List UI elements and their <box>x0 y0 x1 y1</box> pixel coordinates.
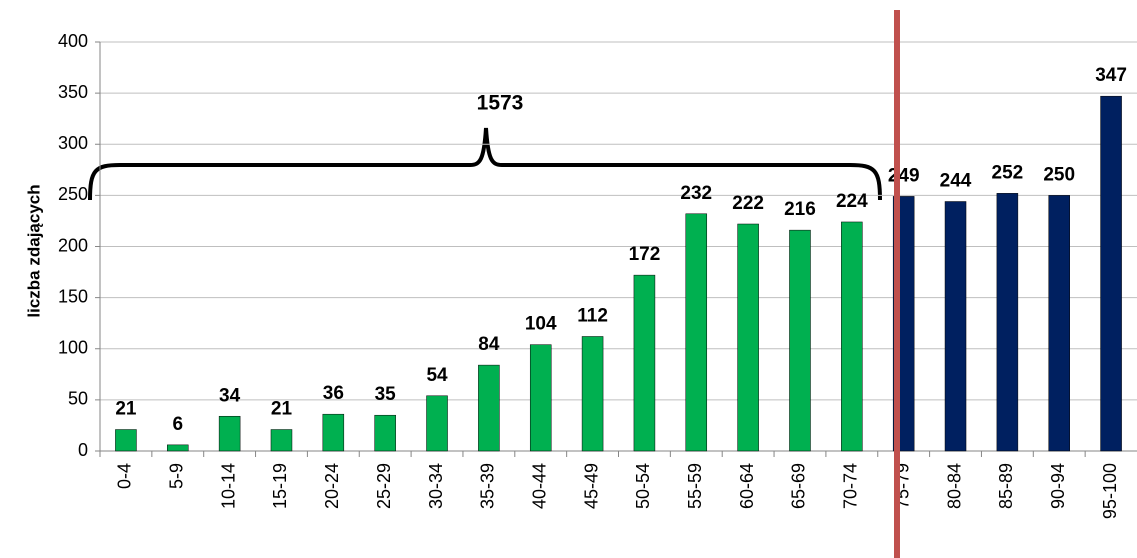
bar <box>737 223 759 452</box>
y-tick-label: 350 <box>58 82 88 102</box>
x-tick-label: 70-74 <box>841 463 861 509</box>
x-tick-label: 80-84 <box>944 463 964 509</box>
x-tick-label: 40-44 <box>529 463 549 509</box>
data-label: 347 <box>1095 65 1127 86</box>
data-label: 84 <box>478 334 500 355</box>
bar <box>167 444 189 452</box>
data-label: 222 <box>732 193 764 214</box>
x-tick-label: 10-14 <box>218 463 238 509</box>
x-tick-label: 5-9 <box>167 463 187 489</box>
bar <box>1100 95 1122 452</box>
data-label: 21 <box>271 399 293 420</box>
x-tick-label: 20-24 <box>322 463 342 509</box>
x-tick-label: 85-89 <box>996 463 1016 509</box>
x-tick-label: 30-34 <box>426 463 446 509</box>
x-tick-label: 25-29 <box>374 463 394 509</box>
data-label: 54 <box>426 365 448 386</box>
data-label: 112 <box>577 305 608 326</box>
bar <box>115 429 137 452</box>
data-label: 21 <box>115 399 137 420</box>
x-tick-label: 0-4 <box>115 463 135 489</box>
data-label: 35 <box>375 384 397 405</box>
x-tick-label: 15-19 <box>270 463 290 509</box>
brace <box>88 127 882 201</box>
x-tick-label: 45-49 <box>581 463 601 509</box>
y-tick-label: 0 <box>78 440 88 460</box>
data-label: 6 <box>172 414 183 435</box>
bar <box>789 229 811 452</box>
x-tick-label: 65-69 <box>789 463 809 509</box>
bar <box>581 336 604 452</box>
y-tick-label: 50 <box>68 389 88 409</box>
bar <box>322 413 345 452</box>
bar <box>426 395 448 452</box>
x-tick-label: 50-54 <box>633 463 653 509</box>
x-tick-label: 60-64 <box>737 463 757 509</box>
data-label: 34 <box>219 385 241 406</box>
data-label: 232 <box>680 183 712 204</box>
bar <box>633 274 656 452</box>
bar <box>1048 195 1070 452</box>
x-tick-label: 95-100 <box>1100 463 1120 519</box>
y-tick-label: 250 <box>58 184 88 204</box>
x-tick-label: 35-39 <box>478 463 498 509</box>
bar <box>374 414 396 452</box>
y-tick-label: 400 <box>58 31 88 51</box>
data-label: 224 <box>836 191 868 212</box>
data-label: 250 <box>1043 164 1075 185</box>
x-tick-label: 90-94 <box>1048 463 1068 509</box>
data-label: 36 <box>323 383 344 404</box>
data-label: 216 <box>784 199 816 220</box>
y-tick-label: 300 <box>58 133 88 153</box>
data-label: 172 <box>629 244 661 265</box>
y-tick-label: 100 <box>58 338 88 358</box>
data-label: 249 <box>888 165 920 186</box>
data-label: 104 <box>525 314 557 335</box>
x-tick-label: 55-59 <box>685 463 705 509</box>
bar <box>841 221 863 452</box>
bar <box>685 213 708 452</box>
bar <box>529 344 552 452</box>
y-tick-label: 200 <box>58 235 88 255</box>
data-label: 244 <box>940 171 972 192</box>
bar <box>944 201 967 452</box>
annotation: 1573 <box>477 92 524 115</box>
y-tick-label: 150 <box>58 286 88 306</box>
data-label: 252 <box>992 162 1024 183</box>
bar <box>218 415 241 452</box>
bar <box>478 364 500 452</box>
y-axis-label: liczba zdających <box>24 184 43 317</box>
bar <box>270 429 293 452</box>
bar <box>996 193 1019 452</box>
